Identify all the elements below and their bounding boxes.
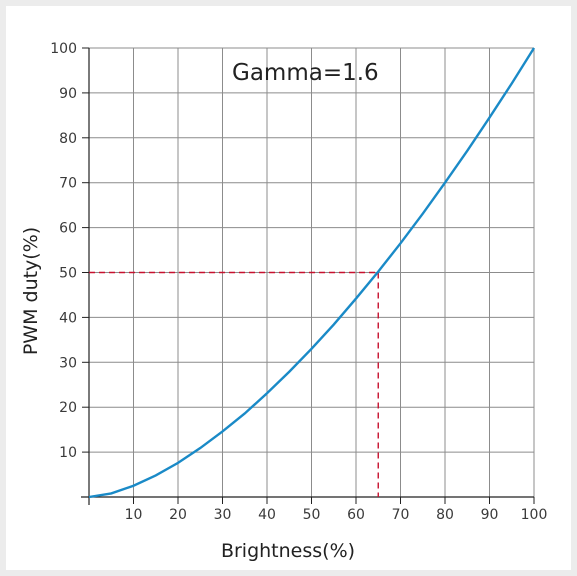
y-tick-label: 80 (59, 131, 77, 147)
x-axis-title: Brightness(%) (221, 540, 355, 562)
y-tick-label: 30 (59, 355, 77, 371)
y-tick-label: 50 (59, 266, 77, 282)
x-tick-label: 100 (521, 507, 548, 523)
x-tick-label: 50 (303, 507, 321, 523)
y-tick-label: 40 (59, 310, 77, 326)
x-tick-label: 80 (436, 507, 454, 523)
gamma-curve-chart: 10 20 30 40 50 60 70 80 90 100 10 20 30 40 50 60 70 80 90 1… (20, 41, 547, 562)
gamma-annotation: Gamma=1.6 (232, 60, 379, 86)
ticks: 10 20 30 40 50 60 70 80 90 100 10 20 30 40 50 60 70 80 90 1… (50, 41, 547, 523)
grid (89, 47, 535, 497)
reference-lines (89, 271, 379, 497)
y-tick-label: 90 (59, 86, 77, 102)
x-tick-label: 70 (392, 507, 410, 523)
axes (81, 48, 534, 505)
x-tick-label: 10 (125, 507, 143, 523)
gamma-curve (88, 47, 536, 499)
chart-panel: 10 20 30 40 50 60 70 80 90 100 10 20 30 40 50 60 70 80 90 1… (6, 6, 571, 570)
x-tick-label: 60 (347, 507, 365, 523)
y-tick-label: 20 (59, 400, 77, 416)
y-tick-label: 100 (50, 41, 77, 57)
y-axis-title: PWM duty(%) (20, 227, 42, 355)
x-tick-label: 30 (214, 507, 232, 523)
y-tick-label: 60 (59, 221, 77, 237)
x-tick-label: 90 (481, 507, 499, 523)
x-tick-label: 20 (169, 507, 187, 523)
y-tick-label: 10 (59, 445, 77, 461)
x-tick-label: 40 (258, 507, 276, 523)
y-tick-label: 70 (59, 176, 77, 192)
